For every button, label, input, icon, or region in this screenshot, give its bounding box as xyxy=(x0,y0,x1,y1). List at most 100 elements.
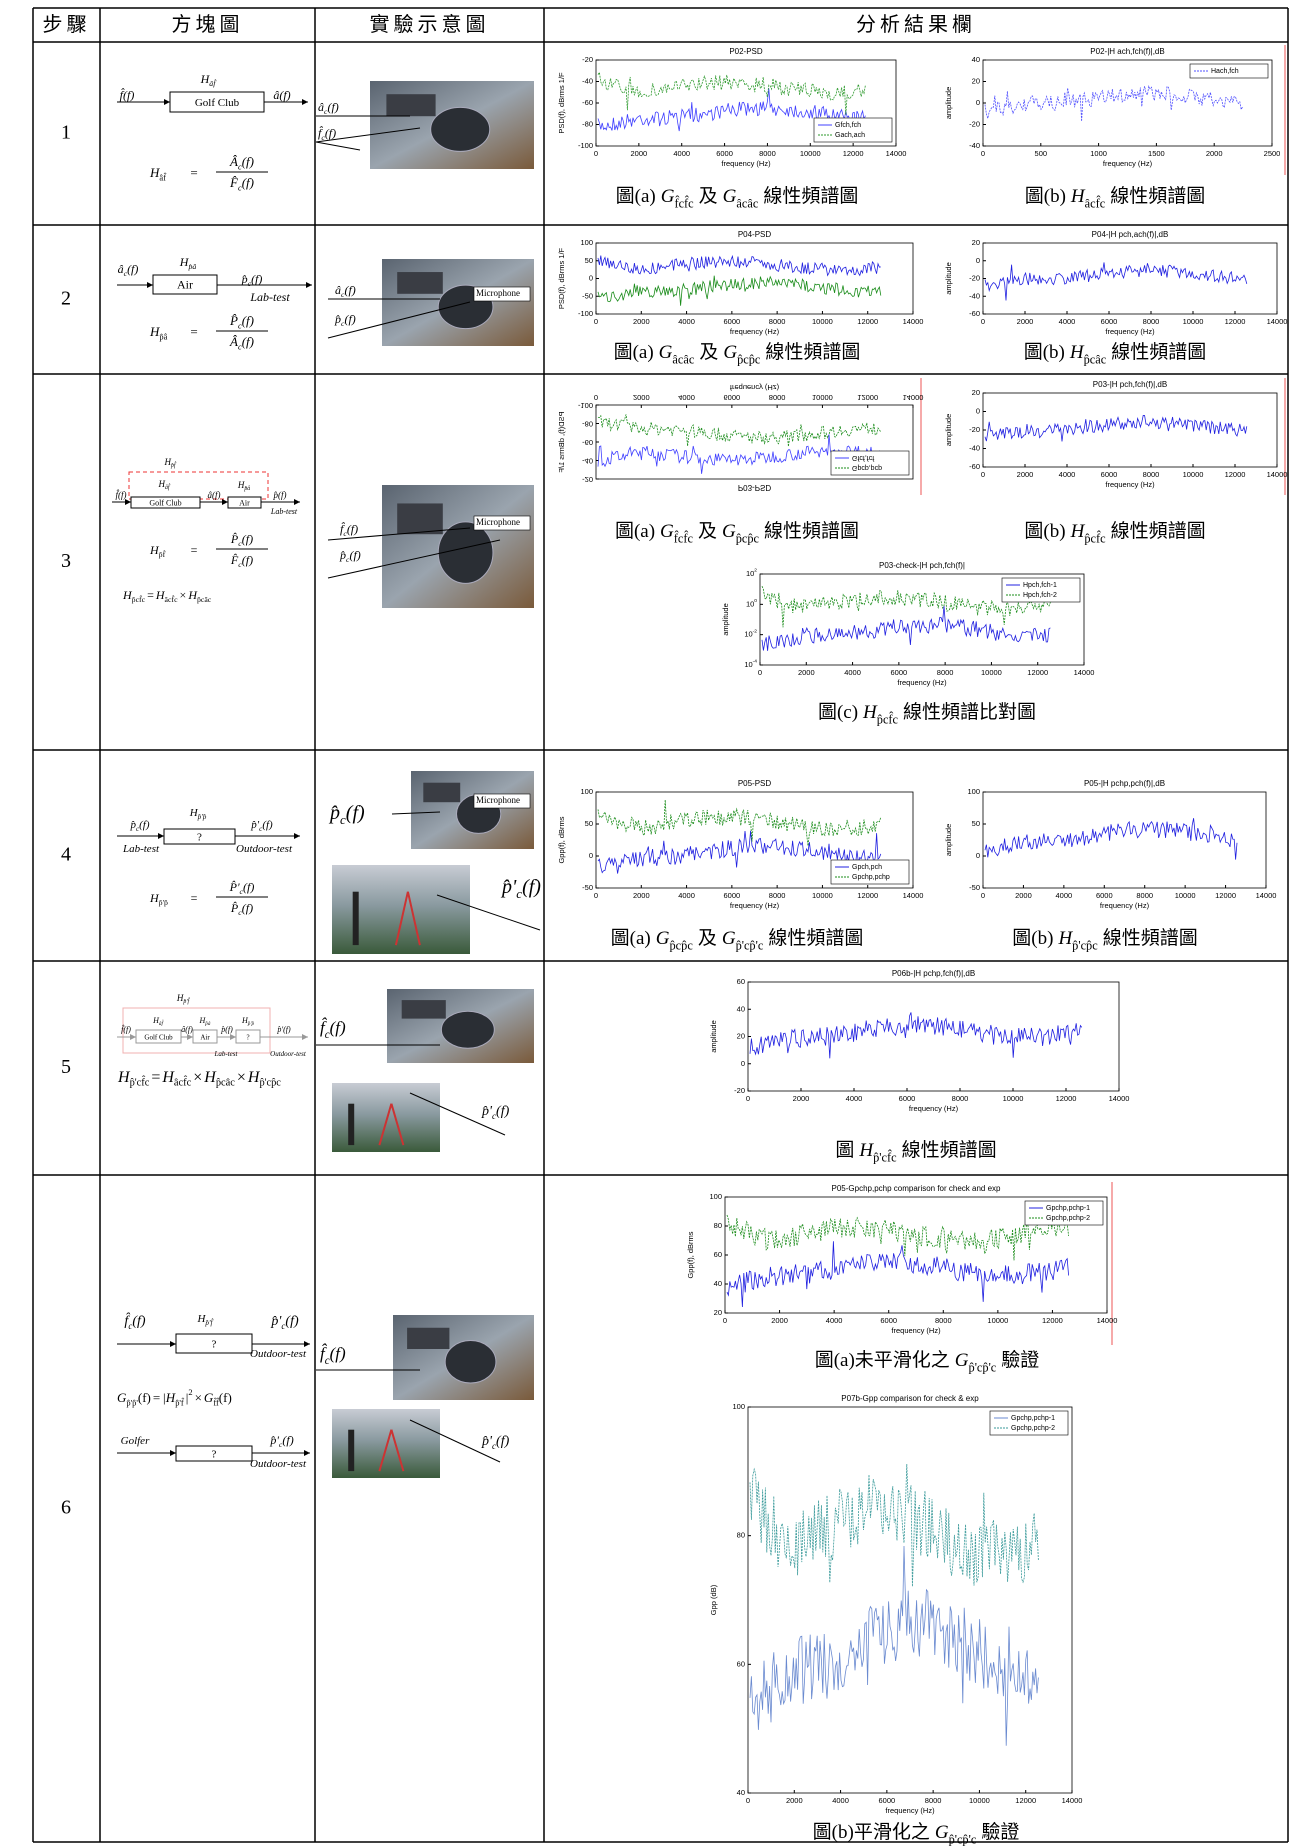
text-part: 圖(a) xyxy=(616,186,656,207)
text-part: P̂' xyxy=(229,880,240,894)
text-part: ? xyxy=(212,1448,217,1460)
text-part: 2 xyxy=(754,568,757,574)
text-part: P04-|H pch,ach(f)|,dB xyxy=(1092,230,1169,239)
text-part: 線性頻譜圖 xyxy=(1111,520,1206,542)
text-part: (f) xyxy=(127,262,138,276)
math-text: 12000 xyxy=(1015,1796,1036,1805)
math-text: 0 xyxy=(594,317,598,326)
math-text: amplitude xyxy=(721,603,730,636)
math-text: Gpch,pch xyxy=(852,864,882,871)
text-part: 2000 xyxy=(1017,470,1034,479)
text-part: p̂'p̂' xyxy=(126,1397,138,1407)
text-part: -40 xyxy=(582,457,593,466)
text-part: 6000 xyxy=(1101,317,1118,326)
text-part: 60 xyxy=(737,1659,745,1668)
text-part: 0 xyxy=(758,668,762,677)
text-part: -40 xyxy=(969,141,980,150)
math-text: 0 xyxy=(976,256,980,265)
photo-detail xyxy=(353,892,359,945)
text-part: (f) xyxy=(346,802,365,824)
math-text: 40 xyxy=(714,1279,722,1288)
math-text: 20 xyxy=(972,76,980,85)
math-text: frequency (Hz) xyxy=(730,383,780,392)
text-part: 線性頻譜圖 xyxy=(765,341,860,363)
text-part: 2000 xyxy=(793,1094,810,1103)
math-text: p̂'c(f) xyxy=(270,1314,299,1331)
text-part: ? xyxy=(246,1033,249,1041)
math-text: Hp̂â xyxy=(149,324,168,342)
math-text: -20 xyxy=(969,425,980,434)
math-text: Lab-test xyxy=(249,290,290,304)
math-text: 10000 xyxy=(987,1316,1008,1325)
text-part: 0 xyxy=(594,317,598,326)
math-text: 2500 xyxy=(1264,149,1281,158)
text-part: âcâc xyxy=(736,196,758,210)
text-part: p̂f̂ xyxy=(159,548,167,559)
math-text: 2000 xyxy=(633,891,650,900)
text-part: 12000 xyxy=(1215,891,1236,900)
math-text: 圖(b)Hp̂'cp̂c線性頻譜圖 xyxy=(1012,927,1197,952)
arrow-head xyxy=(302,99,308,105)
text-part: 8000 xyxy=(1143,470,1160,479)
photo-detail xyxy=(441,1011,494,1048)
math-text: F̂c(f) xyxy=(229,175,254,193)
math-text: f̂(f) xyxy=(115,489,126,500)
text-part: 圖(b)平滑化之 xyxy=(813,1821,930,1843)
math-text: 8000 xyxy=(769,393,786,402)
math-text: amplitude xyxy=(944,262,953,295)
text-part: 2000 xyxy=(633,393,650,402)
text-part: 100 xyxy=(580,238,593,247)
math-text: 10-4 xyxy=(744,659,757,669)
text-part: amplitude xyxy=(709,1020,718,1053)
math-text: Golf Club xyxy=(149,498,181,507)
text-part: (f) xyxy=(262,819,273,831)
text-part: Outdoor-test xyxy=(270,1050,307,1058)
text-part: G xyxy=(723,342,737,363)
text-part: 2 xyxy=(61,287,71,309)
text-part: 50 xyxy=(972,819,980,828)
math-text: 步驟 xyxy=(43,13,91,36)
math-text: Hâf̂ xyxy=(149,165,167,183)
math-text: P04-|H pch,ach(f)|,dB xyxy=(1092,230,1169,239)
math-text: p̂c(f) xyxy=(339,548,361,564)
text-part: (f) xyxy=(282,1433,293,1447)
text-part: (f) xyxy=(212,490,221,500)
math-text: frequency (Hz) xyxy=(909,1104,959,1113)
text-part: 8000 xyxy=(769,317,786,326)
math-text: 6000 xyxy=(899,1094,916,1103)
text-part: Lab-test xyxy=(270,507,298,516)
text-part: = xyxy=(151,1069,160,1086)
math-text: 10000 xyxy=(812,891,833,900)
math-text: 20 xyxy=(714,1308,722,1317)
math-text: 10000 xyxy=(1003,1094,1024,1103)
math-text: 8000 xyxy=(935,1316,952,1325)
text-part: 100 xyxy=(580,787,593,796)
math-text: 100 xyxy=(580,787,593,796)
text-part: Outdoor-test xyxy=(250,1458,307,1470)
text-part: p̂câc xyxy=(216,1078,235,1089)
math-text: 圖(b)Hp̂câc線性頻譜圖 xyxy=(1024,341,1207,366)
math-text: = xyxy=(190,165,197,180)
text-part: 圖(a)未平滑化之 xyxy=(815,1349,950,1371)
math-text: PSD(f), dBrms 1/F xyxy=(557,247,566,309)
text-part: -80 xyxy=(582,420,593,429)
math-text: ? xyxy=(246,1033,249,1041)
math-text: Hâf̂ xyxy=(200,72,218,88)
math-text: p̂'c(f) xyxy=(481,1104,510,1121)
math-text: 10000 xyxy=(981,668,1002,677)
text-part: Outdoor-test xyxy=(236,843,293,855)
text-part: Gpp(f), dBrms xyxy=(686,1231,695,1278)
math-text: Hp̂â xyxy=(179,255,197,271)
text-part: 80 xyxy=(714,1221,722,1230)
math-text: P07b-Gpp comparison for check & exp xyxy=(841,1394,979,1403)
math-text: p̂c(f) xyxy=(241,272,263,288)
text-part: -60 xyxy=(969,309,980,318)
math-text: 4 xyxy=(61,843,71,865)
math-text: -20 xyxy=(582,475,593,484)
text-part: = xyxy=(153,1390,160,1405)
text-part: 0 xyxy=(594,891,598,900)
math-text: 50 xyxy=(585,256,593,265)
plot: P05-Gpchp,pchp comparison for check and … xyxy=(686,1184,1117,1335)
